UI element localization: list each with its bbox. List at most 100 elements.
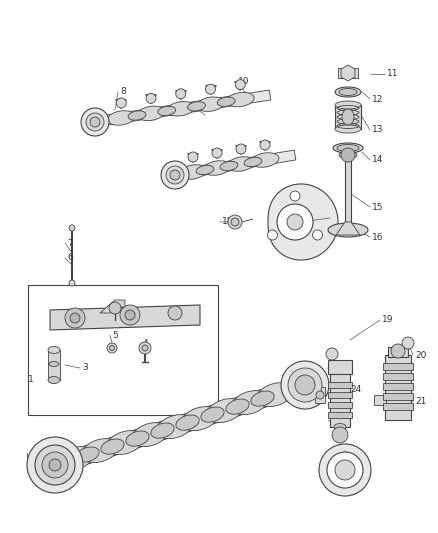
Ellipse shape: [106, 431, 143, 455]
Bar: [383, 383, 413, 390]
Ellipse shape: [151, 423, 174, 438]
Text: 12: 12: [372, 94, 383, 103]
Circle shape: [65, 308, 85, 328]
Ellipse shape: [182, 407, 219, 431]
Bar: [338, 68, 358, 78]
Circle shape: [90, 117, 100, 127]
Bar: [345, 160, 351, 228]
Bar: [383, 363, 413, 370]
Ellipse shape: [137, 106, 165, 120]
Circle shape: [268, 230, 278, 240]
Circle shape: [212, 148, 222, 158]
Circle shape: [295, 375, 315, 395]
Text: 2: 2: [50, 364, 56, 373]
Circle shape: [188, 152, 198, 162]
Circle shape: [332, 427, 348, 443]
Ellipse shape: [128, 111, 146, 120]
Text: 16: 16: [372, 232, 384, 241]
Ellipse shape: [251, 391, 274, 406]
Ellipse shape: [158, 106, 176, 116]
Bar: [335, 105, 361, 129]
Ellipse shape: [207, 399, 244, 423]
Ellipse shape: [48, 376, 60, 384]
Ellipse shape: [251, 153, 279, 167]
Polygon shape: [50, 305, 200, 330]
Text: 10: 10: [238, 77, 250, 86]
Circle shape: [110, 345, 114, 351]
Circle shape: [109, 302, 121, 314]
Text: 8: 8: [120, 87, 126, 96]
Text: 6: 6: [67, 254, 73, 262]
Ellipse shape: [339, 151, 357, 158]
Bar: [330, 372, 350, 427]
Circle shape: [116, 98, 126, 108]
Polygon shape: [94, 90, 271, 127]
Ellipse shape: [333, 143, 363, 153]
Ellipse shape: [131, 423, 168, 447]
Text: 24: 24: [350, 385, 361, 394]
Polygon shape: [268, 184, 338, 260]
Circle shape: [139, 342, 151, 354]
Ellipse shape: [227, 157, 255, 171]
Ellipse shape: [187, 102, 205, 111]
Ellipse shape: [257, 383, 293, 407]
Bar: [328, 360, 352, 374]
Circle shape: [391, 344, 405, 358]
Circle shape: [228, 215, 242, 229]
Ellipse shape: [49, 361, 59, 367]
Bar: [385, 355, 411, 420]
Bar: [328, 402, 352, 408]
Polygon shape: [100, 300, 125, 313]
Bar: [48, 350, 60, 380]
Circle shape: [327, 452, 363, 488]
Circle shape: [290, 191, 300, 201]
Ellipse shape: [197, 97, 224, 111]
Text: 23: 23: [308, 387, 319, 397]
Bar: [383, 403, 413, 410]
Ellipse shape: [226, 399, 249, 414]
Ellipse shape: [167, 101, 194, 116]
Circle shape: [70, 313, 80, 323]
Polygon shape: [341, 65, 355, 81]
Circle shape: [107, 343, 117, 353]
Circle shape: [168, 306, 182, 320]
Ellipse shape: [203, 161, 231, 175]
Bar: [383, 373, 413, 380]
Text: 3: 3: [82, 364, 88, 373]
Ellipse shape: [244, 157, 262, 167]
Ellipse shape: [335, 125, 361, 133]
Circle shape: [35, 445, 75, 485]
Text: 4: 4: [143, 338, 148, 348]
Circle shape: [69, 225, 75, 231]
Text: 7: 7: [67, 238, 73, 247]
Text: 26: 26: [347, 465, 358, 474]
Ellipse shape: [232, 391, 268, 415]
Ellipse shape: [76, 447, 99, 462]
Bar: [335, 427, 345, 437]
Circle shape: [260, 140, 270, 150]
Text: 14: 14: [372, 156, 383, 165]
Ellipse shape: [342, 109, 354, 125]
Ellipse shape: [226, 92, 254, 107]
Circle shape: [120, 305, 140, 325]
Ellipse shape: [157, 415, 194, 439]
Ellipse shape: [335, 87, 361, 97]
Circle shape: [42, 452, 68, 478]
Circle shape: [49, 459, 61, 471]
Ellipse shape: [201, 407, 224, 422]
Ellipse shape: [220, 161, 238, 171]
Circle shape: [205, 84, 215, 94]
Circle shape: [81, 108, 109, 136]
Circle shape: [335, 460, 355, 480]
Ellipse shape: [328, 223, 368, 237]
Text: 5: 5: [112, 330, 118, 340]
Bar: [374, 395, 386, 405]
Circle shape: [69, 280, 75, 286]
Circle shape: [319, 444, 371, 496]
Ellipse shape: [101, 439, 124, 454]
Circle shape: [166, 166, 184, 184]
Polygon shape: [174, 150, 296, 180]
Text: 13: 13: [372, 125, 384, 134]
Polygon shape: [336, 222, 360, 235]
Text: 9: 9: [196, 102, 202, 111]
